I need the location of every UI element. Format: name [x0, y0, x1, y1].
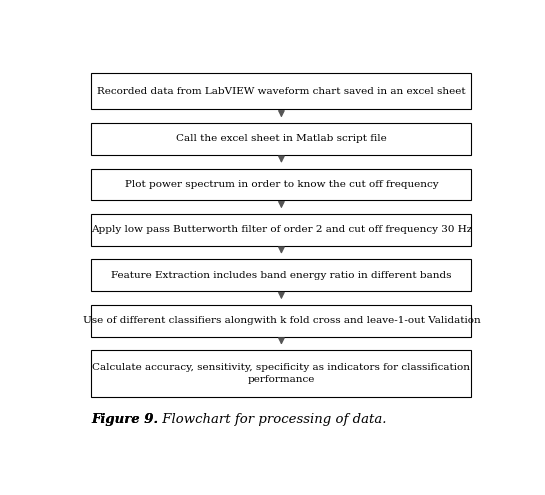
- Bar: [92, 123, 471, 155]
- Text: Flowchart for processing of data.: Flowchart for processing of data.: [159, 413, 387, 426]
- Text: Plot power spectrum in order to know the cut off frequency: Plot power spectrum in order to know the…: [125, 180, 438, 189]
- Bar: [92, 350, 471, 396]
- Bar: [92, 73, 471, 109]
- Text: Figure 9.: Figure 9.: [92, 413, 159, 426]
- Bar: [92, 305, 471, 337]
- Text: Recorded data from LabVIEW waveform chart saved in an excel sheet: Recorded data from LabVIEW waveform char…: [97, 87, 466, 96]
- Text: Figure 9.: Figure 9.: [92, 413, 159, 426]
- Text: Call the excel sheet in Matlab script file: Call the excel sheet in Matlab script fi…: [176, 135, 387, 144]
- Bar: [92, 259, 471, 291]
- Text: Apply low pass Butterworth filter of order 2 and cut off frequency 30 Hz: Apply low pass Butterworth filter of ord…: [91, 225, 472, 234]
- Text: Calculate accuracy, sensitivity, specificity as indicators for classification
pe: Calculate accuracy, sensitivity, specifi…: [93, 363, 470, 384]
- Text: Use of different classifiers alongwith k fold cross and leave-1-out Validation: Use of different classifiers alongwith k…: [82, 316, 480, 325]
- Bar: [92, 168, 471, 200]
- Bar: [92, 214, 471, 246]
- Text: Feature Extraction includes band energy ratio in different bands: Feature Extraction includes band energy …: [111, 271, 452, 280]
